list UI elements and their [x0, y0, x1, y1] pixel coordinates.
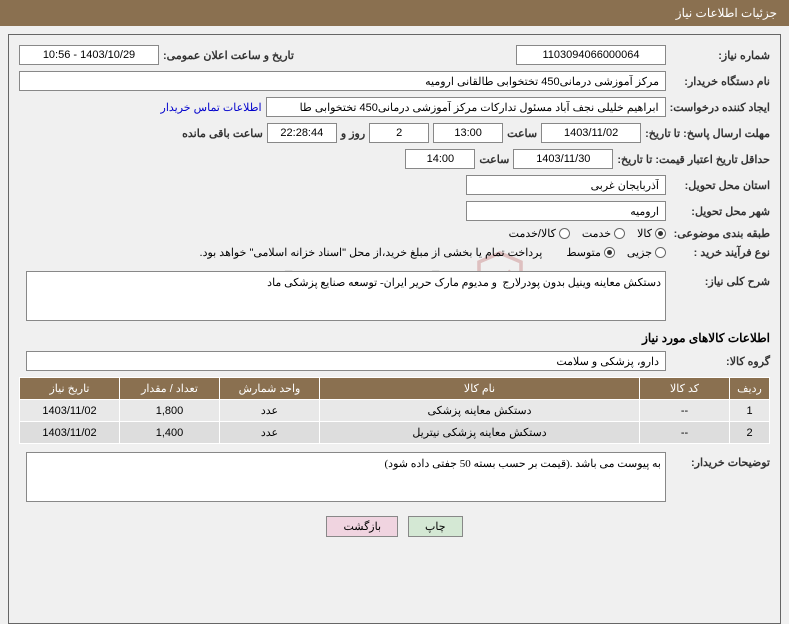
payment-note: پرداخت تمام یا بخشی از مبلغ خرید،از محل … [200, 246, 543, 259]
requester-field[interactable] [266, 97, 666, 117]
price-validity-time-field[interactable] [405, 149, 475, 169]
table-header-cell: تعداد / مقدار [120, 378, 220, 400]
back-button[interactable]: بازگشت [326, 516, 398, 537]
purchase-type-radio-group: جزیی متوسط [566, 246, 666, 259]
radio-small[interactable] [655, 247, 666, 258]
buyer-contact-link[interactable]: اطلاعات تماس خریدار [161, 101, 262, 114]
delivery-city-label: شهر محل تحویل: [670, 205, 770, 218]
announce-datetime-field[interactable] [19, 45, 159, 65]
table-header-cell: کد کالا [640, 378, 730, 400]
radio-small-label: جزیی [627, 246, 652, 259]
table-cell: 2 [730, 422, 770, 444]
table-cell: 1403/11/02 [20, 422, 120, 444]
purchase-type-label: نوع فرآیند خرید : [670, 246, 770, 259]
page-title: جزئیات اطلاعات نیاز [676, 6, 777, 20]
radio-goods-service[interactable] [559, 228, 570, 239]
radio-service-label: خدمت [582, 227, 611, 240]
table-header-cell: نام کالا [320, 378, 640, 400]
announce-datetime-label: تاریخ و ساعت اعلان عمومی: [163, 49, 294, 62]
requester-label: ایجاد کننده درخواست: [670, 101, 770, 114]
goods-table: ردیفکد کالانام کالاواحد شمارشتعداد / مقد… [19, 377, 770, 444]
need-number-label: شماره نیاز: [670, 49, 770, 62]
category-label: طبقه بندی موضوعی: [670, 227, 770, 240]
category-radio-group: کالا خدمت کالا/خدمت [509, 227, 666, 240]
delivery-province-field[interactable] [466, 175, 666, 195]
response-deadline-label: مهلت ارسال پاسخ: تا تاریخ: [645, 127, 770, 140]
table-cell: دستکش معاینه پزشکی [320, 400, 640, 422]
buyer-notes-field[interactable] [26, 452, 666, 502]
time-label-1: ساعت [507, 127, 537, 140]
radio-goods[interactable] [655, 228, 666, 239]
countdown-field[interactable] [267, 123, 337, 143]
goods-group-label: گروه کالا: [670, 355, 770, 368]
table-cell: 1 [730, 400, 770, 422]
radio-goods-label: کالا [637, 227, 652, 240]
days-remaining-field[interactable] [369, 123, 429, 143]
table-cell: 1,800 [120, 400, 220, 422]
buyer-org-label: نام دستگاه خریدار: [670, 75, 770, 88]
price-validity-label: حداقل تاریخ اعتبار قیمت: تا تاریخ: [617, 153, 770, 166]
radio-medium[interactable] [604, 247, 615, 258]
buyer-org-field[interactable] [19, 71, 666, 91]
general-desc-label: شرح کلی نیاز: [670, 271, 770, 288]
table-header-cell: ردیف [730, 378, 770, 400]
goods-info-title: اطلاعات کالاهای مورد نیاز [19, 331, 770, 345]
radio-goods-service-label: کالا/خدمت [509, 227, 556, 240]
response-date-field[interactable] [541, 123, 641, 143]
table-header-cell: واحد شمارش [220, 378, 320, 400]
general-desc-field[interactable] [26, 271, 666, 321]
delivery-province-label: استان محل تحویل: [670, 179, 770, 192]
table-row: 2--دستکش معاینه پزشکی نیتریلعدد1,4001403… [20, 422, 770, 444]
table-cell: 1403/11/02 [20, 400, 120, 422]
main-panel: AriaTender.net شماره نیاز: تاریخ و ساعت … [8, 34, 781, 624]
radio-medium-label: متوسط [566, 246, 601, 259]
delivery-city-field[interactable] [466, 201, 666, 221]
table-cell: -- [640, 400, 730, 422]
table-row: 1--دستکش معاینه پزشکیعدد1,8001403/11/02 [20, 400, 770, 422]
table-cell: -- [640, 422, 730, 444]
table-cell: عدد [220, 422, 320, 444]
time-label-2: ساعت [479, 153, 509, 166]
days-and-label: روز و [341, 127, 365, 140]
need-number-field[interactable] [516, 45, 666, 65]
table-cell: دستکش معاینه پزشکی نیتریل [320, 422, 640, 444]
goods-group-field[interactable] [26, 351, 666, 371]
buyer-notes-label: توضیحات خریدار: [670, 452, 770, 469]
page-header: جزئیات اطلاعات نیاز [0, 0, 789, 26]
table-cell: عدد [220, 400, 320, 422]
radio-service[interactable] [614, 228, 625, 239]
response-time-field[interactable] [433, 123, 503, 143]
table-cell: 1,400 [120, 422, 220, 444]
print-button[interactable]: چاپ [408, 516, 463, 537]
price-validity-date-field[interactable] [513, 149, 613, 169]
remaining-label: ساعت باقی مانده [182, 127, 263, 140]
table-header-cell: تاریخ نیاز [20, 378, 120, 400]
